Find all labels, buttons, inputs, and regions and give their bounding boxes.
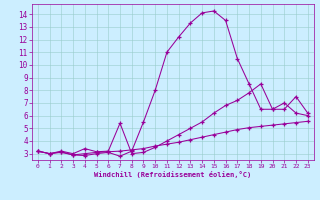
X-axis label: Windchill (Refroidissement éolien,°C): Windchill (Refroidissement éolien,°C) [94,171,252,178]
